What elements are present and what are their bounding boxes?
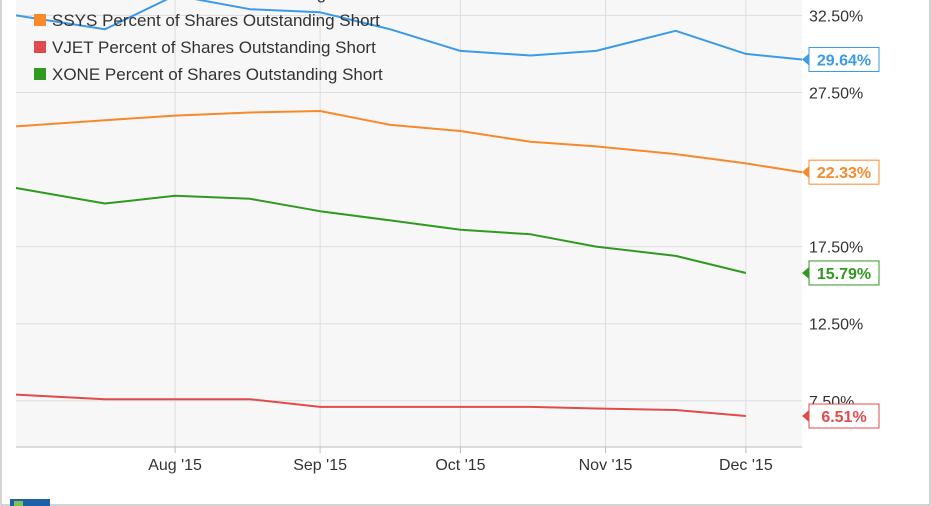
x-tick-label: Sep '15 [293, 457, 347, 474]
legend-label: XONE Percent of Shares Outstanding Short [52, 65, 383, 84]
series-line-xone [15, 187, 747, 274]
end-label-box [808, 46, 880, 72]
end-label-ssys: 22.33% [802, 159, 880, 185]
end-label-vjet: 6.51% [802, 403, 880, 429]
legend-label: VJET Percent of Shares Outstanding Short [52, 38, 376, 57]
series-line-ssys [15, 110, 803, 174]
end-label-box [808, 403, 880, 429]
legend-item-ddd: DDD Percent of Shares Outstanding Short [52, 0, 372, 3]
series-line-vjet [15, 393, 746, 417]
x-tick-label: Dec '15 [719, 457, 773, 474]
logo-icon [10, 499, 50, 506]
end-label-ddd: 29.64% [802, 46, 880, 72]
gridlines [16, 0, 802, 447]
x-tick-label: Nov '15 [579, 457, 633, 474]
legend-item-vjet: VJET Percent of Shares Outstanding Short [34, 38, 376, 57]
legend-swatch [34, 41, 46, 53]
legend-label: DDD Percent of Shares Outstanding Short [52, 0, 372, 3]
end-label-value: 15.79% [817, 266, 871, 283]
end-labels: 29.64% 22.33% 6.51% 15.79% [802, 46, 880, 429]
end-label-value: 22.33% [817, 165, 871, 182]
x-tick-label: Oct '15 [435, 457, 485, 474]
series-line-ddd [15, 0, 803, 61]
legend-item-xone: XONE Percent of Shares Outstanding Short [34, 65, 383, 84]
legend-swatch [34, 68, 46, 80]
y-tick-label: 32.50% [809, 8, 863, 25]
y-tick-label: 27.50% [809, 85, 863, 102]
end-label-box [808, 260, 880, 286]
end-label-pointer [802, 53, 809, 66]
y-tick-label: 12.50% [809, 317, 863, 334]
x-tick-label: Aug '15 [148, 457, 202, 474]
legend-swatch [34, 14, 46, 26]
end-label-pointer [802, 166, 809, 179]
end-label-value: 6.51% [821, 409, 866, 426]
legend: DDD Percent of Shares Outstanding Short S… [34, 0, 383, 84]
end-label-xone: 15.79% [802, 260, 880, 286]
y-tick-label: 17.50% [809, 240, 863, 257]
end-label-value: 29.64% [817, 52, 871, 69]
legend-label: SSYS Percent of Shares Outstanding Short [52, 11, 380, 30]
legend-item-ssys: SSYS Percent of Shares Outstanding Short [34, 11, 380, 30]
x-axis-ticks: Aug '15 Sep '15 Oct '15 Nov '15 Dec '15 [148, 447, 773, 474]
y-axis-ticks: 32.50%27.50%17.50%12.50%7.50% [809, 8, 863, 410]
end-label-pointer [802, 410, 809, 423]
end-label-pointer [802, 266, 809, 279]
series-lines [15, 0, 803, 417]
